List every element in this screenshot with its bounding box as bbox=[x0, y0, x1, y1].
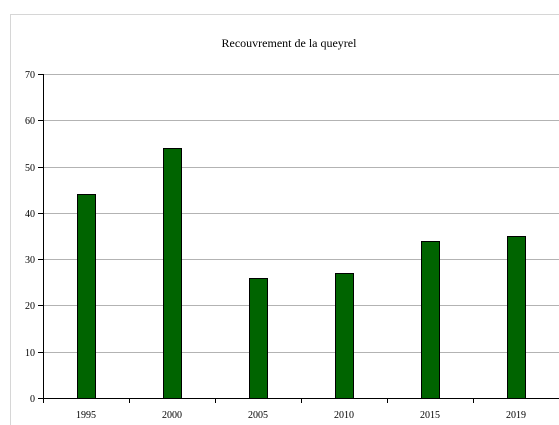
bars bbox=[77, 148, 526, 399]
x-tick-label: 1995 bbox=[76, 410, 96, 421]
bar-2005 bbox=[249, 278, 268, 399]
bar-2015 bbox=[421, 241, 440, 399]
x-tick-label: 2010 bbox=[334, 410, 354, 421]
x-tick-label: 2019 bbox=[506, 410, 526, 421]
y-tick-labels: 0 10 20 30 40 50 60 70 bbox=[25, 70, 35, 405]
y-tick-label: 40 bbox=[25, 209, 35, 220]
bar-1995 bbox=[77, 194, 96, 399]
bar-2019 bbox=[507, 236, 526, 399]
x-tick-label: 2005 bbox=[248, 410, 268, 421]
chart-frame bbox=[10, 14, 559, 425]
chart-title: Recouvrement de la queyrel bbox=[222, 36, 358, 50]
y-tick-label: 30 bbox=[25, 255, 35, 266]
x-tick-labels: 1995 2000 2005 2010 2015 2019 bbox=[76, 410, 526, 421]
x-tick-label: 2000 bbox=[162, 410, 182, 421]
y-tick-label: 0 bbox=[30, 394, 35, 405]
y-tick-label: 10 bbox=[25, 348, 35, 359]
bar-2010 bbox=[335, 273, 354, 399]
gridlines bbox=[43, 74, 559, 353]
bar-2000 bbox=[163, 148, 182, 399]
axes bbox=[38, 74, 559, 403]
y-tick-label: 60 bbox=[25, 116, 35, 127]
y-tick-label: 50 bbox=[25, 163, 35, 174]
y-tick-label: 20 bbox=[25, 301, 35, 312]
y-tick-label: 70 bbox=[25, 70, 35, 81]
x-tick-label: 2015 bbox=[420, 410, 440, 421]
